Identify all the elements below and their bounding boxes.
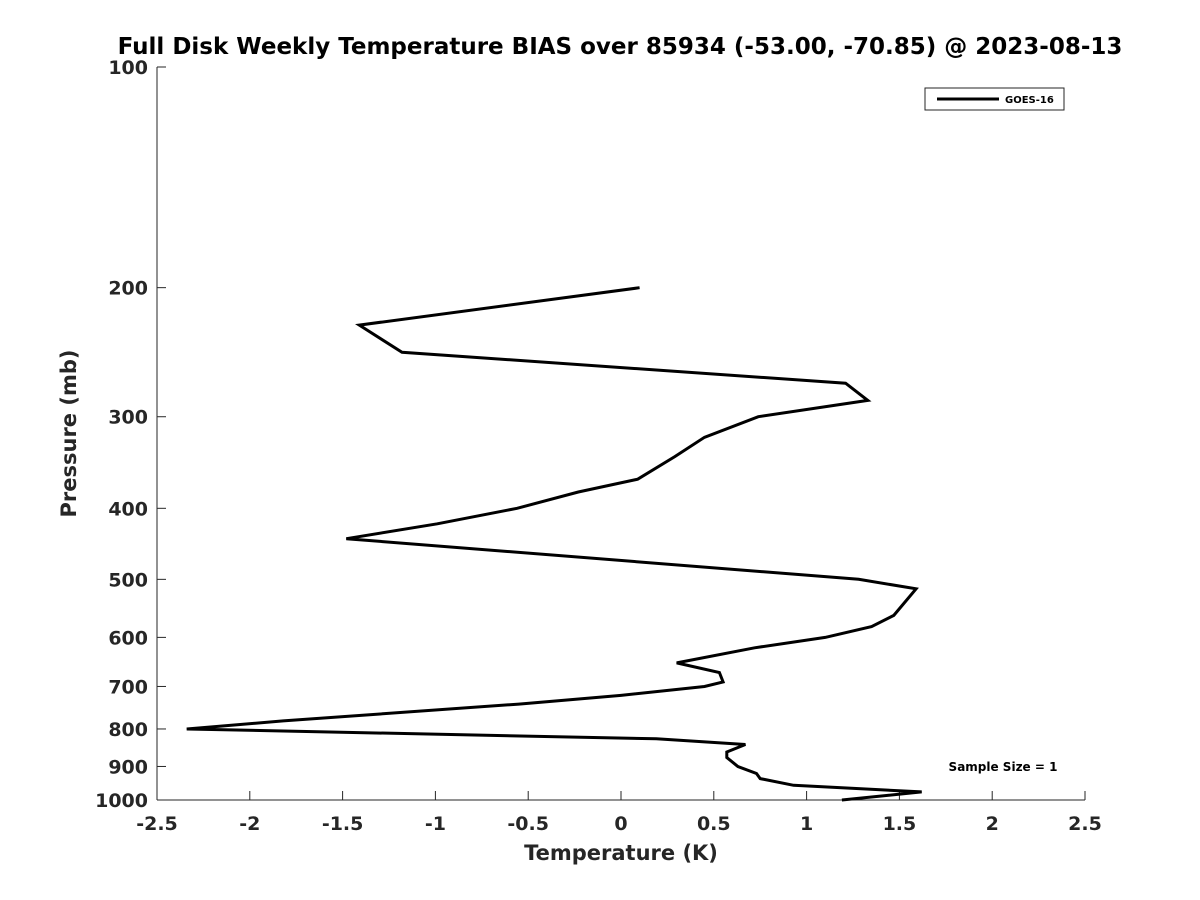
y-tick-label: 100 xyxy=(108,57,148,79)
y-tick-label: 200 xyxy=(108,278,148,300)
x-tick-label: 1 xyxy=(800,813,813,835)
x-tick-label: 0 xyxy=(614,813,627,835)
plot-area xyxy=(186,286,922,802)
y-tick-label: 700 xyxy=(108,676,148,698)
x-tick-label: -2 xyxy=(239,813,260,835)
x-tick-label: -0.5 xyxy=(507,813,549,835)
x-axis-label: Temperature (K) xyxy=(524,841,718,865)
x-tick-label: -2.5 xyxy=(136,813,178,835)
y-tick-label: 900 xyxy=(108,756,148,778)
x-axis: -2.5 -2 -1.5 -1 -0.5 0 0.5 1 1.5 2 2.5 xyxy=(136,791,1102,835)
series-line-goes-16 xyxy=(186,286,922,802)
x-tick-label: -1.5 xyxy=(322,813,364,835)
x-tick-label: 2 xyxy=(986,813,999,835)
legend-label-goes-16: GOES-16 xyxy=(1005,95,1054,106)
x-tick-label: -1 xyxy=(425,813,446,835)
x-tick-label: 1.5 xyxy=(883,813,917,835)
legend: GOES-16 xyxy=(924,87,1065,111)
x-tick-label: 2.5 xyxy=(1068,813,1102,835)
y-axis-label: Pressure (mb) xyxy=(57,350,81,518)
sample-size-annotation: Sample Size = 1 xyxy=(949,760,1058,774)
x-tick-label: 0.5 xyxy=(697,813,731,835)
y-tick-label: 1000 xyxy=(95,790,148,812)
y-axis: 100 200 300 400 500 600 700 800 900 1000 xyxy=(95,57,166,812)
y-tick-label: 600 xyxy=(108,627,148,649)
y-tick-label: 500 xyxy=(108,569,148,591)
chart-title: Full Disk Weekly Temperature BIAS over 8… xyxy=(118,34,1123,60)
y-tick-label: 800 xyxy=(108,719,148,741)
y-tick-label: 300 xyxy=(108,407,148,429)
y-tick-label: 400 xyxy=(108,498,148,520)
